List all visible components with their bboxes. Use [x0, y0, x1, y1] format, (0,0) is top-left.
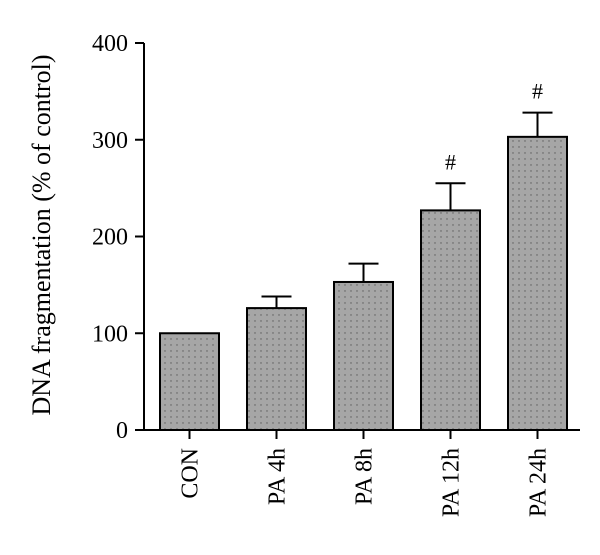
bar-pa-12h	[420, 209, 481, 431]
y-tick-label: 300	[92, 128, 128, 154]
y-tick-label: 400	[92, 31, 128, 57]
y-axis-title: DNA fragmentation (% of control)	[27, 54, 56, 415]
x-tick-label: CON	[178, 448, 204, 499]
bars	[159, 135, 568, 431]
y-axis: 0 100 200 300 400	[92, 31, 145, 444]
bar-pa-24h	[507, 135, 568, 431]
annotations: ##	[445, 79, 543, 175]
y-tick-label: 0	[116, 418, 128, 444]
error-bars	[261, 111, 553, 309]
x-axis	[144, 429, 580, 439]
x-tick-label: PA 4h	[265, 448, 291, 505]
bar-pa-8h	[333, 280, 394, 431]
x-tick-label: PA 24h	[526, 448, 552, 517]
y-tick-label: 200	[92, 225, 128, 251]
x-tick-label: PA 8h	[352, 448, 378, 505]
significance-marker-3: #	[445, 149, 456, 174]
significance-marker-4: #	[532, 79, 543, 104]
x-tick-label: PA 12h	[439, 448, 465, 517]
bar-pa-4h	[246, 307, 307, 431]
y-tick-label: 100	[92, 321, 128, 347]
bar-con	[159, 332, 220, 431]
x-tick-labels: CON PA 4h PA 8h PA 12h PA 24h	[178, 448, 552, 517]
